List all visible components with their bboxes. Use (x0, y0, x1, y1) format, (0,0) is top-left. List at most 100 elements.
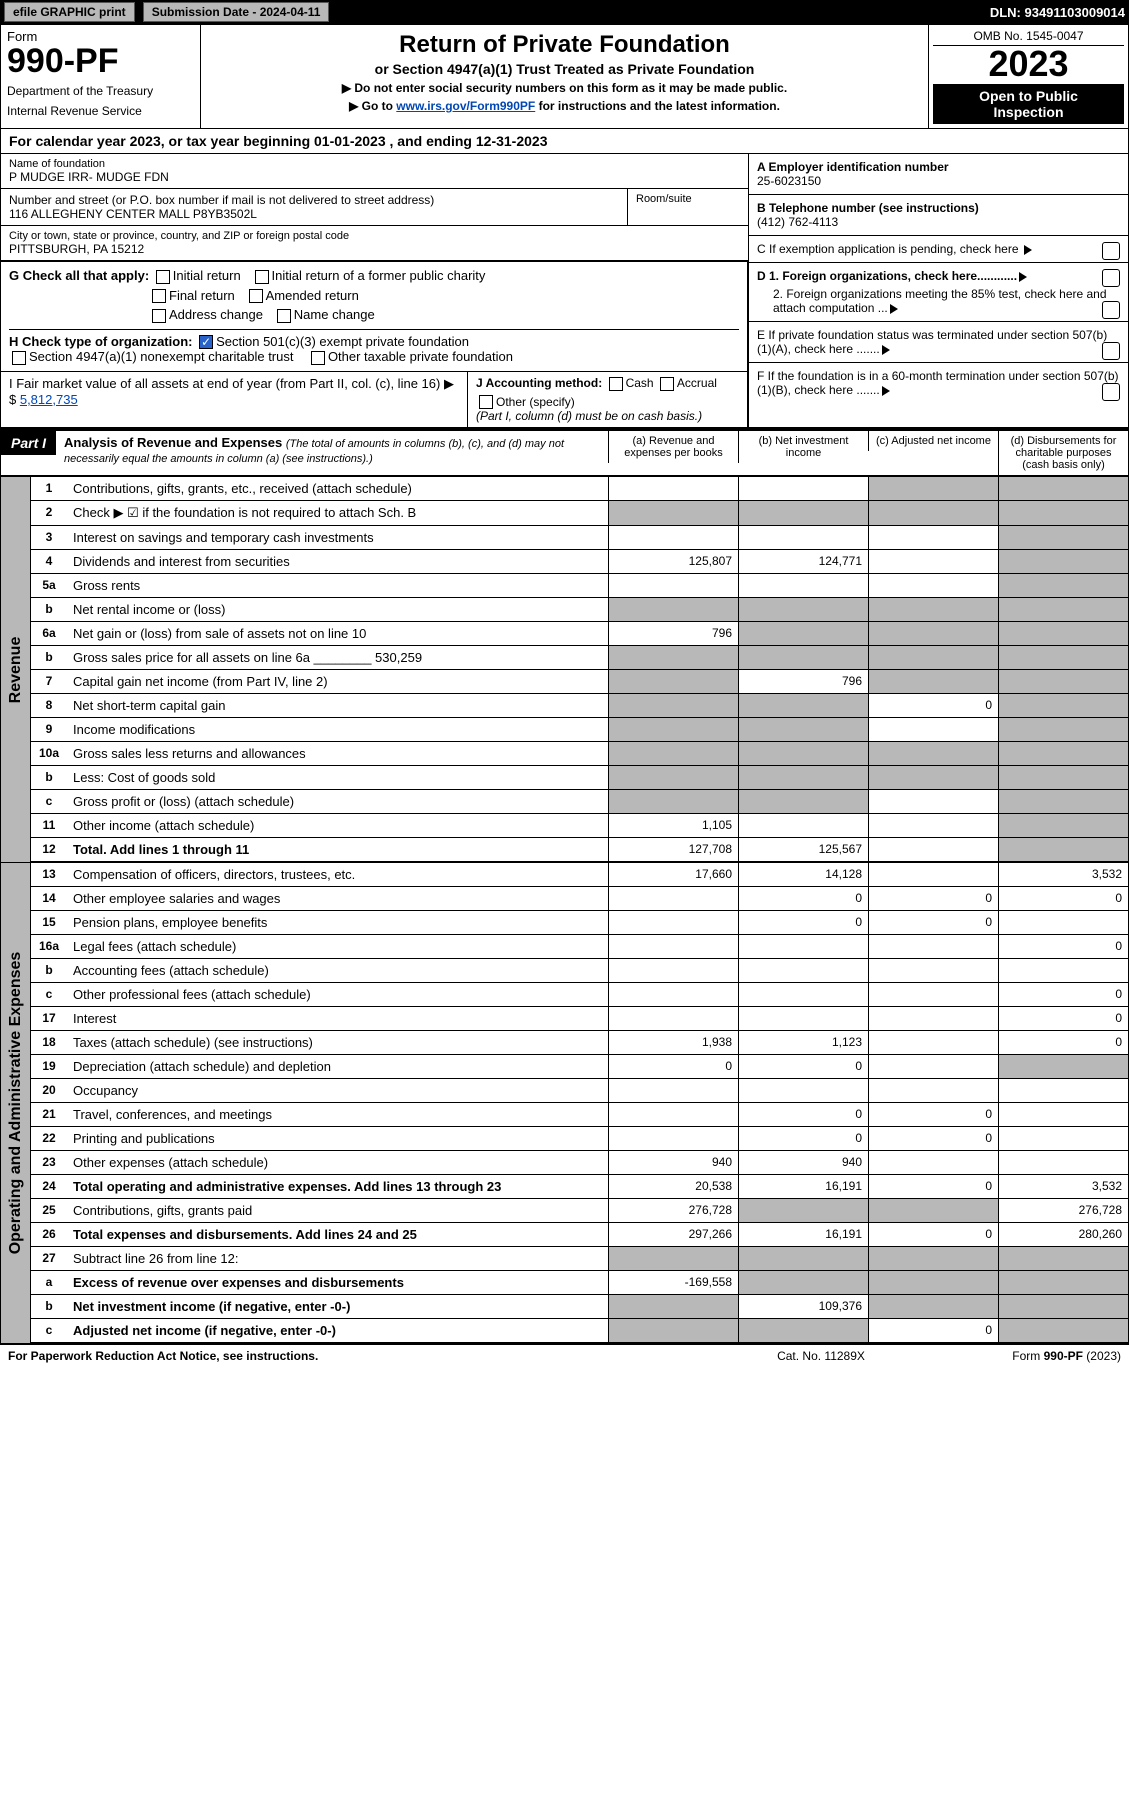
row-number: a (31, 1271, 67, 1294)
form-container: Form 990-PF Department of the Treasury I… (0, 24, 1129, 1344)
efile-print-button[interactable]: efile GRAPHIC print (4, 2, 135, 22)
cell-value (868, 838, 998, 861)
expenses-label: Operating and Administrative Expenses (7, 952, 25, 1255)
cell-value: 0 (868, 1127, 998, 1150)
4947-checkbox[interactable] (12, 351, 26, 365)
d1-checkbox[interactable] (1102, 269, 1120, 287)
table-row: 10aGross sales less returns and allowanc… (31, 742, 1128, 766)
cell-shaded (608, 1319, 738, 1342)
other-specify-checkbox[interactable] (479, 395, 493, 409)
c-checkbox[interactable] (1102, 242, 1120, 260)
table-row: 7Capital gain net income (from Part IV, … (31, 670, 1128, 694)
initial-return-checkbox[interactable] (156, 270, 170, 284)
row-number: c (31, 790, 67, 813)
cell-value: 0 (868, 911, 998, 934)
row-label: Interest on savings and temporary cash i… (67, 526, 608, 549)
cell-value: 1,105 (608, 814, 738, 837)
room-cell: Room/suite (628, 189, 748, 226)
cell-shaded (738, 766, 868, 789)
initial-former-checkbox[interactable] (255, 270, 269, 284)
e-checkbox[interactable] (1102, 342, 1120, 360)
cell-value (868, 1055, 998, 1078)
cell-shaded (998, 646, 1128, 669)
col-a-header: (a) Revenue and expenses per books (608, 431, 738, 463)
cell-shaded (868, 1247, 998, 1270)
a-label: A Employer identification number (757, 160, 949, 174)
row-number: 23 (31, 1151, 67, 1174)
row-number: 15 (31, 911, 67, 934)
cal-mid: , and ending (386, 133, 476, 149)
cell-value: 0 (868, 1103, 998, 1126)
cell-shaded (608, 1295, 738, 1318)
header-right: OMB No. 1545-0047 2023 Open to Public In… (928, 25, 1128, 128)
cell-value (868, 1031, 998, 1054)
g-amended: Amended return (266, 288, 359, 303)
row-label: Travel, conferences, and meetings (67, 1103, 608, 1126)
row-number: 4 (31, 550, 67, 573)
tax-year: 2023 (933, 46, 1124, 82)
row-label: Gross sales price for all assets on line… (67, 646, 608, 669)
d2-checkbox[interactable] (1102, 301, 1120, 319)
fmv-link[interactable]: 5,812,735 (20, 392, 78, 407)
cell-value: 17,660 (608, 863, 738, 886)
cell-shaded (998, 1247, 1128, 1270)
g-address: Address change (169, 307, 263, 322)
cell-value: 0 (868, 1223, 998, 1246)
city-cell: City or town, state or province, country… (1, 226, 748, 261)
table-row: 12Total. Add lines 1 through 11127,70812… (31, 838, 1128, 862)
cell-shaded (738, 622, 868, 645)
row-label: Excess of revenue over expenses and disb… (67, 1271, 608, 1294)
form-instructions-link[interactable]: www.irs.gov/Form990PF (396, 99, 535, 113)
row-number: 17 (31, 1007, 67, 1030)
row-label: Contributions, gifts, grants paid (67, 1199, 608, 1222)
address-change-checkbox[interactable] (152, 309, 166, 323)
note2-pre: ▶ Go to (349, 99, 396, 113)
cell-value: 16,191 (738, 1223, 868, 1246)
other-taxable-checkbox[interactable] (311, 351, 325, 365)
row-label: Printing and publications (67, 1127, 608, 1150)
row-label: Gross rents (67, 574, 608, 597)
name-change-checkbox[interactable] (277, 309, 291, 323)
h-4947: Section 4947(a)(1) nonexempt charitable … (29, 349, 293, 364)
cell-value (738, 1079, 868, 1102)
cell-value: 0 (998, 935, 1128, 958)
row-number: 13 (31, 863, 67, 886)
501c3-checkbox[interactable] (199, 335, 213, 349)
footer: For Paperwork Reduction Act Notice, see … (0, 1344, 1129, 1367)
cell-value: 276,728 (608, 1199, 738, 1222)
row-number: 18 (31, 1031, 67, 1054)
table-row: 24Total operating and administrative exp… (31, 1175, 1128, 1199)
cell-value (738, 526, 868, 549)
g-checks: G Check all that apply: Initial return I… (1, 262, 748, 371)
cat-no: Cat. No. 11289X (721, 1349, 921, 1363)
row-label: Adjusted net income (if negative, enter … (67, 1319, 608, 1342)
amended-return-checkbox[interactable] (249, 289, 263, 303)
cell-shaded (998, 501, 1128, 525)
row-number: 21 (31, 1103, 67, 1126)
cell-value: 280,260 (998, 1223, 1128, 1246)
row-number: 7 (31, 670, 67, 693)
row-label: Legal fees (attach schedule) (67, 935, 608, 958)
c-row: C If exemption application is pending, c… (749, 236, 1128, 263)
cell-shaded (868, 622, 998, 645)
table-row: 22Printing and publications00 (31, 1127, 1128, 1151)
row-label: Other income (attach schedule) (67, 814, 608, 837)
cell-value (868, 935, 998, 958)
table-row: 21Travel, conferences, and meetings00 (31, 1103, 1128, 1127)
cell-value: 0 (868, 887, 998, 910)
cell-value: 3,532 (998, 1175, 1128, 1198)
cell-shaded (608, 598, 738, 621)
cell-value (868, 814, 998, 837)
arrow-icon (882, 345, 890, 355)
accrual-checkbox[interactable] (660, 377, 674, 391)
cash-checkbox[interactable] (609, 377, 623, 391)
cell-shaded (608, 501, 738, 525)
f-checkbox[interactable] (1102, 383, 1120, 401)
cell-value: -169,558 (608, 1271, 738, 1294)
paperwork-notice: For Paperwork Reduction Act Notice, see … (8, 1349, 721, 1363)
cell-value: 125,567 (738, 838, 868, 861)
cell-value: 0 (868, 1175, 998, 1198)
cell-shaded (998, 766, 1128, 789)
final-return-checkbox[interactable] (152, 289, 166, 303)
h-other: Other taxable private foundation (328, 349, 513, 364)
